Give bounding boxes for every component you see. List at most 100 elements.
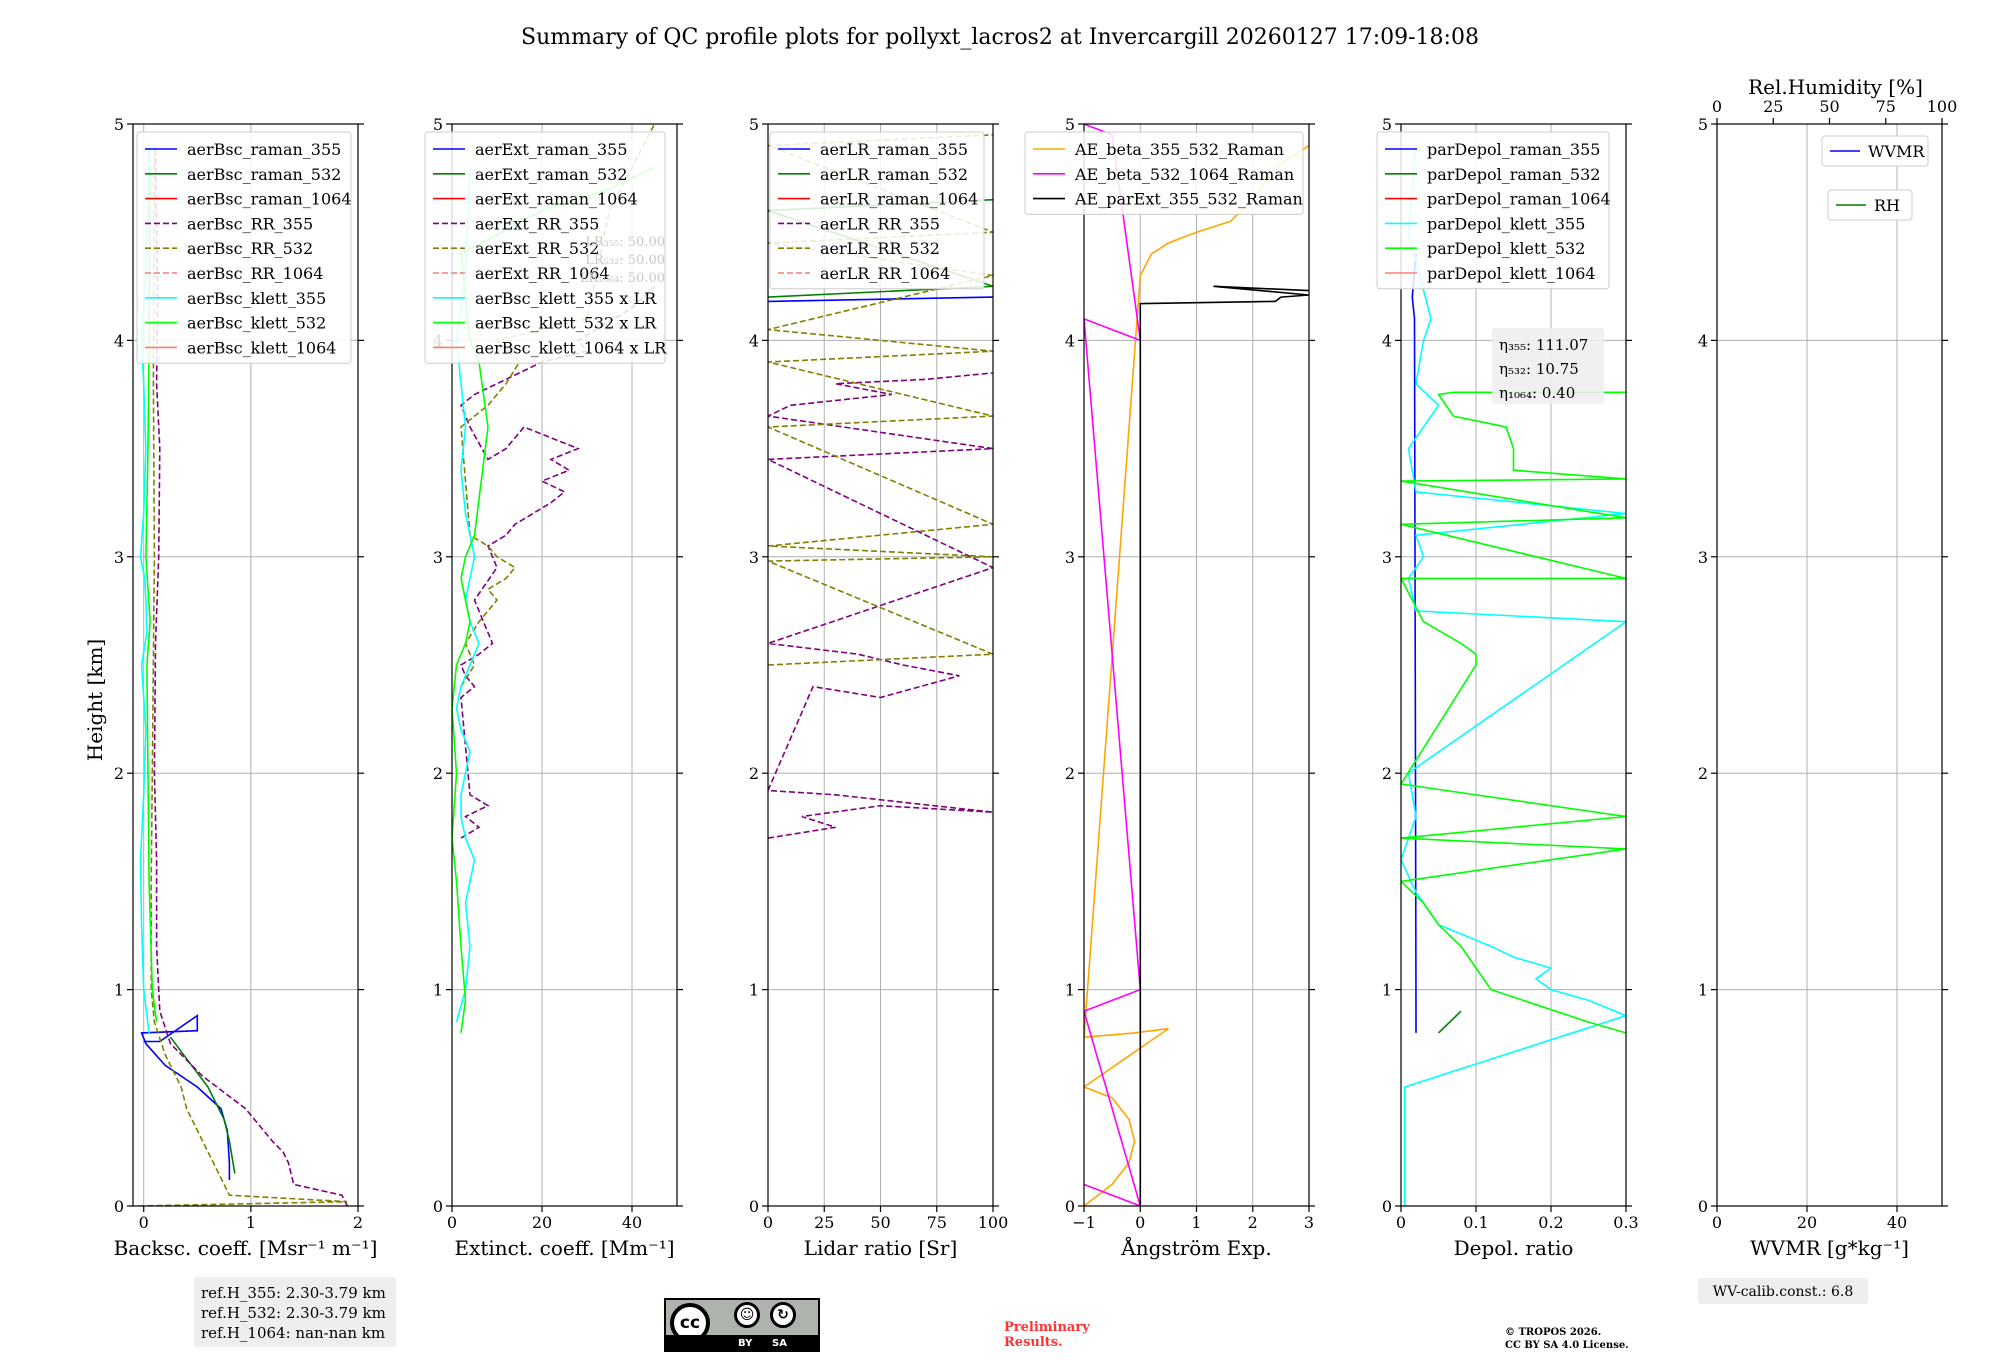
y-tick-label: 2 — [1698, 764, 1708, 783]
sa-icon: ↻ — [770, 1302, 796, 1328]
y-tick-label: 2 — [433, 764, 443, 783]
series-line-aerBsc-raman-532 — [169, 1036, 236, 1174]
cc-license-badge: cc ☺ ↻ BY SA — [664, 1298, 820, 1352]
series-line-aerExt-RR-355 — [459, 285, 656, 839]
panel-bsc: 0 1 2 0 1 2 3 4 5 Backsc. coeff. [Msr⁻¹ m⁻¹] aerBs… — [114, 115, 396, 1347]
legend-label: aerExt_RR_1064 — [475, 264, 610, 283]
y-axis-label: Height [km] — [83, 639, 107, 761]
eta-text: η₃₅₅: 111.07 — [1499, 336, 1588, 354]
series-line-parDepol-klett-355 — [1401, 145, 1626, 1206]
y-tick-label: 0 — [1382, 1197, 1392, 1216]
y-tick-label: 3 — [1382, 548, 1392, 567]
series-line-AE-beta-355-532-Raman — [1084, 144, 1309, 1206]
axes-frame — [451, 123, 678, 1207]
axes-frame — [132, 123, 359, 1207]
legend-label: AE_beta_532_1064_Raman — [1074, 165, 1294, 184]
y-tick-label: 4 — [114, 331, 124, 350]
y-tick-label: 1 — [1382, 981, 1392, 1000]
wv-calib-box — [1698, 1278, 1868, 1304]
x-tick-label: 75 — [927, 1213, 947, 1232]
x-tick-label: 40 — [622, 1213, 642, 1232]
copyright-text-1: © TROPOS 2026. — [1505, 1327, 1601, 1338]
lr-annotation: LR₅₃₂: 50.00 — [585, 253, 665, 268]
y-tick-label: 0 — [1698, 1197, 1708, 1216]
axes-frame — [1716, 123, 1943, 1207]
cc-sa-label: SA — [772, 1338, 787, 1349]
legend-label: aerLR_raman_355 — [820, 140, 968, 159]
y-tick-label: 5 — [114, 115, 124, 134]
lr-annotation: LR₃₅₅: 50.00 — [585, 235, 665, 250]
x-tick-label: 2 — [353, 1213, 363, 1232]
legend-label: aerBsc_raman_532 — [187, 165, 341, 184]
cc-label-bar: BY SA — [666, 1335, 818, 1350]
y-tick-label: 2 — [114, 764, 124, 783]
y-tick-label: 3 — [749, 548, 759, 567]
x-tick-label: 100 — [978, 1213, 1009, 1232]
legend-label: aerLR_RR_355 — [820, 214, 940, 233]
legend-box — [769, 131, 985, 290]
legend-box — [136, 131, 352, 364]
y-tick-label: 1 — [114, 981, 124, 1000]
legend-box — [1376, 131, 1610, 290]
legend-label: aerBsc_RR_1064 — [187, 264, 323, 283]
x-tick-label: 3 — [1304, 1213, 1314, 1232]
y-tick-label: 0 — [433, 1197, 443, 1216]
series-line-AE-parExt-355-532-Raman — [1139, 285, 1309, 1206]
legend-label: WVMR — [1868, 142, 1925, 161]
y-tick-label: 4 — [1065, 331, 1075, 350]
x-axis-label: Extinct. coeff. [Mm⁻¹] — [454, 1236, 674, 1260]
x-tick-label: 0.3 — [1613, 1213, 1638, 1232]
y-tick-label: 5 — [1382, 115, 1392, 134]
legend-label: AE_beta_355_532_Raman — [1074, 140, 1284, 159]
panel-depol: 0 0.1 0.2 0.3 0 1 2 3 4 5 Depol. ratio parDepol_ram… — [1376, 115, 1639, 1260]
y-tick-label: 2 — [1065, 764, 1075, 783]
series-line-aerBsc-RR-355 — [153, 145, 349, 1206]
x-tick-label: 50 — [870, 1213, 890, 1232]
x-tick-label: 0 — [763, 1213, 773, 1232]
x-tick-label: 0 — [447, 1213, 457, 1232]
legend-label: aerBsc_klett_1064 — [187, 338, 336, 357]
legend-label: aerBsc_klett_355 — [187, 289, 326, 308]
axes-frame — [1400, 123, 1627, 1207]
x-tick-label: 2 — [1248, 1213, 1258, 1232]
x-tick-label: 25 — [814, 1213, 834, 1232]
legend-label: aerLR_raman_532 — [820, 165, 968, 184]
x-tick-label: 20 — [1797, 1213, 1817, 1232]
x-tick-label: 0 — [1135, 1213, 1145, 1232]
series-line-parDepol-raman-355 — [1411, 253, 1417, 1033]
y-tick-label: 3 — [433, 548, 443, 567]
y-tick-label: 1 — [749, 981, 759, 1000]
x-axis-label: Depol. ratio — [1454, 1236, 1574, 1260]
ref-height-text: ref.H_532: 2.30-3.79 km — [201, 1304, 386, 1322]
y-tick-label: 4 — [749, 331, 759, 350]
series-line-parDepol-klett-532 — [1401, 391, 1626, 1034]
x-tick-label: 0 — [139, 1213, 149, 1232]
y-tick-label: 1 — [1065, 981, 1075, 1000]
ref-height-text: ref.H_355: 2.30-3.79 km — [201, 1284, 386, 1302]
y-tick-label: 5 — [1065, 115, 1075, 134]
series-line-aerBsc-raman-355 — [140, 1014, 231, 1180]
x2-tick-label: 50 — [1819, 97, 1839, 116]
x-tick-label: 1 — [1191, 1213, 1201, 1232]
series-group — [1401, 145, 1626, 1206]
series-line-aerLR-RR-532 — [768, 134, 993, 666]
legend-label: aerExt_RR_355 — [475, 214, 599, 233]
x2-tick-label: 100 — [1927, 97, 1958, 116]
y-tick-label: 0 — [749, 1197, 759, 1216]
legend-label: aerExt_raman_1064 — [475, 190, 638, 209]
x2-tick-label: 0 — [1712, 97, 1722, 116]
legend-label: aerBsc_klett_355 x LR — [475, 289, 657, 308]
y-tick-label: 0 — [1065, 1197, 1075, 1216]
ref-height-box — [194, 1277, 396, 1347]
y-tick-label: 3 — [1698, 548, 1708, 567]
legend-label: RH — [1874, 196, 1900, 215]
panel-ext: 02040012345Extinct. coeff. [Mm⁻¹]aerExt_… — [424, 115, 683, 1260]
x-tick-label: 0.2 — [1538, 1213, 1563, 1232]
legend-label: aerBsc_RR_355 — [187, 214, 313, 233]
x2-tick-label: 75 — [1876, 97, 1896, 116]
series-line-parDepol-raman-532 — [1437, 1010, 1462, 1034]
legend-label: aerExt_raman_355 — [475, 140, 628, 159]
ref-height-text: ref.H_1064: nan-nan km — [201, 1324, 385, 1342]
